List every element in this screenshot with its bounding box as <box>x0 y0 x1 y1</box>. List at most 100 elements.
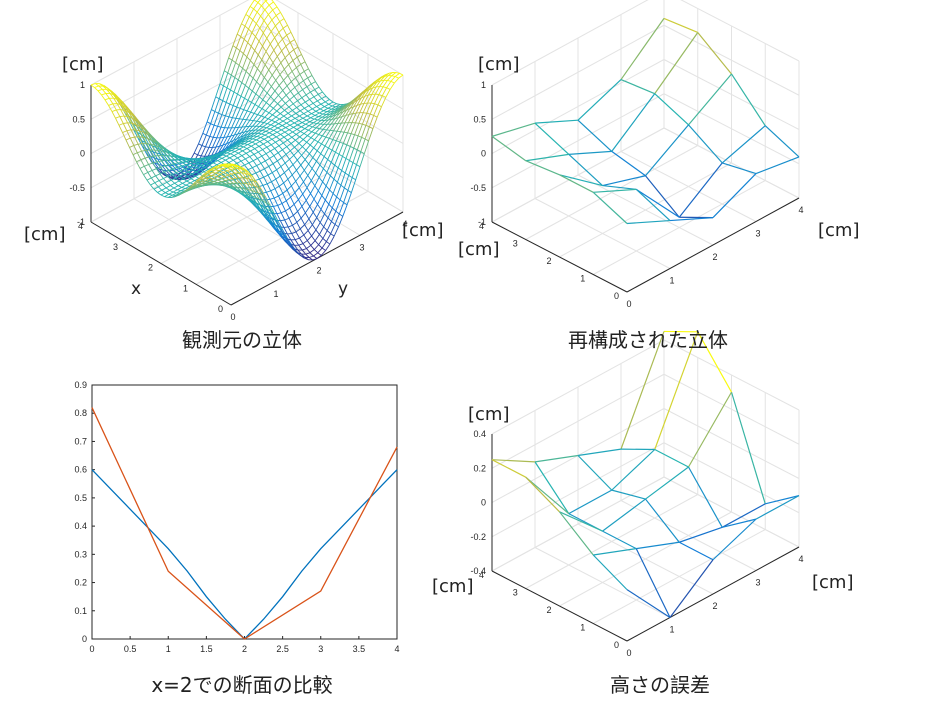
mesh-segment <box>349 160 354 163</box>
mesh-segment <box>163 178 168 183</box>
y-tick-label: 3 <box>359 242 364 252</box>
mesh-segment <box>321 136 327 145</box>
mesh-segment <box>568 150 612 155</box>
mesh-segment <box>268 1 274 6</box>
mesh-segment <box>262 25 268 34</box>
mesh-segment <box>311 161 317 169</box>
mesh-segment <box>265 51 270 58</box>
mesh-segment <box>278 185 284 194</box>
mesh-segment <box>321 143 326 147</box>
mesh-segment <box>252 77 257 83</box>
mesh-segment <box>263 206 269 216</box>
mesh-segment <box>305 91 311 96</box>
mesh-segment <box>210 123 215 126</box>
mesh-segment <box>292 103 298 108</box>
mesh-segment <box>136 161 141 169</box>
mesh-segment <box>344 172 349 176</box>
mesh-segment <box>286 120 292 124</box>
mesh-segment <box>269 100 275 106</box>
mesh-segment <box>298 117 304 121</box>
mesh-segment <box>272 110 278 116</box>
mesh-segment <box>765 495 800 505</box>
mesh-segment <box>269 199 274 207</box>
mesh-segment <box>201 165 206 168</box>
mesh-segment <box>187 166 192 170</box>
mesh-segment <box>291 233 296 240</box>
mesh-segment <box>226 135 232 144</box>
mesh-segment <box>321 98 326 103</box>
mesh-segment <box>242 150 247 154</box>
grid-line <box>491 0 800 86</box>
x-tick-label: 4 <box>78 221 83 231</box>
mesh-segment <box>235 145 241 149</box>
mesh-segment <box>159 146 164 152</box>
mesh-segment <box>290 146 295 152</box>
mesh-segment <box>312 106 317 110</box>
mesh-segment <box>119 115 125 117</box>
mesh-segment <box>266 127 271 130</box>
mesh-segment <box>257 151 263 157</box>
mesh-segment <box>307 175 312 181</box>
mesh-segment <box>261 192 266 201</box>
mesh-segment <box>215 171 220 175</box>
mesh-segment <box>281 129 286 133</box>
mesh-segment <box>371 86 377 95</box>
mesh-segment <box>296 164 302 171</box>
mesh-segment <box>262 183 268 186</box>
mesh-segment <box>290 87 296 92</box>
mesh-segment <box>242 67 247 72</box>
mesh-segment <box>216 126 222 138</box>
mesh-segment <box>678 541 714 561</box>
mesh-segment <box>279 21 284 29</box>
mesh-segment <box>278 123 283 126</box>
mesh-segment <box>291 231 297 235</box>
mesh-segment <box>101 94 106 101</box>
mesh-segment <box>300 212 306 219</box>
mesh-segment <box>237 168 243 174</box>
mesh-segment <box>191 171 197 175</box>
mesh-segment <box>153 186 159 190</box>
mesh-segment <box>306 245 312 249</box>
mesh-segment <box>534 461 570 514</box>
mesh-segment <box>277 103 282 108</box>
mesh-segment <box>359 103 365 113</box>
mesh-segment <box>307 131 313 136</box>
mesh-segment <box>287 136 293 141</box>
mesh-segment <box>263 136 269 140</box>
mesh-segment <box>206 134 210 137</box>
x-tick-label: 2 <box>148 263 153 273</box>
mesh-segment <box>147 138 152 145</box>
mesh-segment <box>315 132 319 135</box>
mesh-segment <box>368 93 372 96</box>
mesh-segment <box>253 114 259 121</box>
mesh-segment <box>124 108 130 117</box>
mesh-segment <box>315 229 320 235</box>
z-tick-label: 0 <box>80 149 85 159</box>
mesh-segment <box>264 132 270 136</box>
mesh-segment <box>336 122 342 132</box>
mesh-segment <box>391 72 397 77</box>
mesh-segment <box>232 182 238 188</box>
mesh-segment <box>310 137 315 141</box>
mesh-segment <box>283 227 288 235</box>
mesh-segment <box>230 175 235 181</box>
mesh-segment <box>317 141 322 145</box>
mesh-segment <box>310 117 315 120</box>
mesh-segment <box>249 50 256 61</box>
mesh-segment <box>165 187 170 191</box>
mesh-segment <box>161 187 167 191</box>
mesh-segment <box>264 9 269 15</box>
mesh-segment <box>174 182 179 187</box>
mesh-segment <box>269 128 274 131</box>
mesh-segment <box>328 203 333 209</box>
mesh-segment <box>356 151 362 165</box>
mesh-segment <box>281 200 287 204</box>
mesh-segment <box>210 111 216 124</box>
mesh-segment <box>273 99 278 105</box>
mesh-segment <box>178 180 183 184</box>
mesh-segment <box>277 221 283 230</box>
mesh-segment <box>226 102 230 105</box>
mesh-segment <box>313 96 318 102</box>
mesh-segment <box>338 111 344 118</box>
mesh-segment <box>150 177 156 184</box>
